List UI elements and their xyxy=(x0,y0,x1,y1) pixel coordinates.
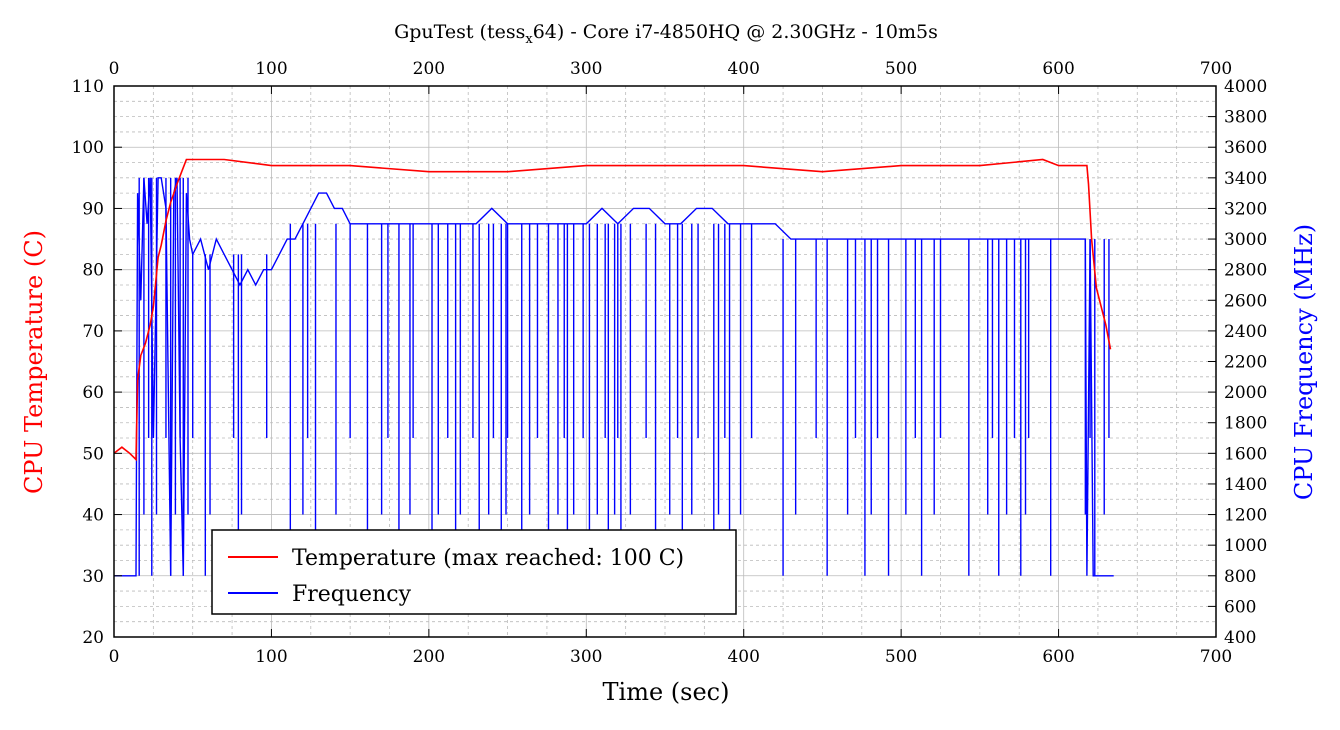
x-tick-label: 200 xyxy=(413,647,445,667)
x-top-tick-label: 700 xyxy=(1200,59,1232,79)
y-axis-right-title: CPU Frequency (MHz) xyxy=(1290,224,1318,500)
series-layer xyxy=(113,158,1114,577)
legend-frequency-label: Frequency xyxy=(292,582,412,607)
x-tick-label: 0 xyxy=(109,647,120,667)
y-right-tick-label: 600 xyxy=(1224,597,1256,617)
y-right-tick-label: 800 xyxy=(1224,567,1256,587)
y-left-tick-label: 50 xyxy=(82,444,104,464)
y-right-tick-label: 400 xyxy=(1224,628,1256,648)
y-right-tick-label: 1200 xyxy=(1224,506,1267,526)
y-right-tick-label: 3200 xyxy=(1224,199,1267,219)
y-right-tick-label: 3600 xyxy=(1224,138,1267,158)
legend-box xyxy=(211,529,737,615)
y-left-tick-label: 60 xyxy=(82,383,104,403)
x-top-tick-label: 400 xyxy=(727,59,759,79)
y-right-tick-label: 3800 xyxy=(1224,108,1267,128)
x-tick-label: 700 xyxy=(1200,647,1232,667)
x-top-tick-label: 500 xyxy=(885,59,917,79)
y-left-tick-label: 40 xyxy=(82,506,104,526)
y-left-tick-label: 70 xyxy=(82,322,104,342)
tick-layer: 0 0 100 100 200 200 300 300 400 400 500 500 600 600 70… xyxy=(72,59,1268,667)
x-tick-label: 500 xyxy=(885,647,917,667)
y-left-tick-label: 100 xyxy=(72,138,104,158)
x-axis-title: Time (sec) xyxy=(603,678,730,706)
y-left-tick-label: 20 xyxy=(82,628,104,648)
y-right-tick-label: 3000 xyxy=(1224,230,1267,250)
y-right-tick-label: 2200 xyxy=(1224,353,1267,373)
chart-title: GpuTest (tessx64) - Core i7-4850HQ @ 2.3… xyxy=(394,21,938,47)
y-axis-left-title: CPU Temperature (C) xyxy=(20,230,48,494)
temperature-series-line xyxy=(113,158,1112,462)
y-left-tick-label: 80 xyxy=(82,261,104,281)
x-top-tick-label: 0 xyxy=(109,59,120,79)
x-top-tick-label: 600 xyxy=(1042,59,1074,79)
y-right-tick-label: 1800 xyxy=(1224,414,1267,434)
y-right-tick-label: 1600 xyxy=(1224,444,1267,464)
y-left-tick-label: 30 xyxy=(82,567,104,587)
y-right-tick-label: 2800 xyxy=(1224,261,1267,281)
x-tick-label: 300 xyxy=(570,647,602,667)
y-right-tick-label: 1400 xyxy=(1224,475,1267,495)
grid-lines xyxy=(113,85,1217,638)
x-tick-label: 100 xyxy=(255,647,287,667)
x-top-tick-label: 300 xyxy=(570,59,602,79)
x-top-tick-label: 200 xyxy=(413,59,445,79)
y-left-tick-label: 90 xyxy=(82,199,104,219)
x-tick-label: 600 xyxy=(1042,647,1074,667)
legend-temperature-label: Temperature (max reached: 100 C) xyxy=(292,546,684,571)
legend: Temperature (max reached: 100 C) Frequen… xyxy=(211,529,737,615)
x-tick-label: 400 xyxy=(727,647,759,667)
frequency-series-line xyxy=(114,177,1114,577)
y-right-tick-label: 3400 xyxy=(1224,169,1267,189)
y-right-tick-label: 2600 xyxy=(1224,291,1267,311)
y-right-tick-label: 1000 xyxy=(1224,536,1267,556)
x-top-tick-label: 100 xyxy=(255,59,287,79)
y-left-tick-label: 110 xyxy=(72,77,104,97)
y-right-tick-label: 2400 xyxy=(1224,322,1267,342)
y-right-tick-label: 2000 xyxy=(1224,383,1267,403)
y-right-tick-label: 4000 xyxy=(1224,77,1267,97)
